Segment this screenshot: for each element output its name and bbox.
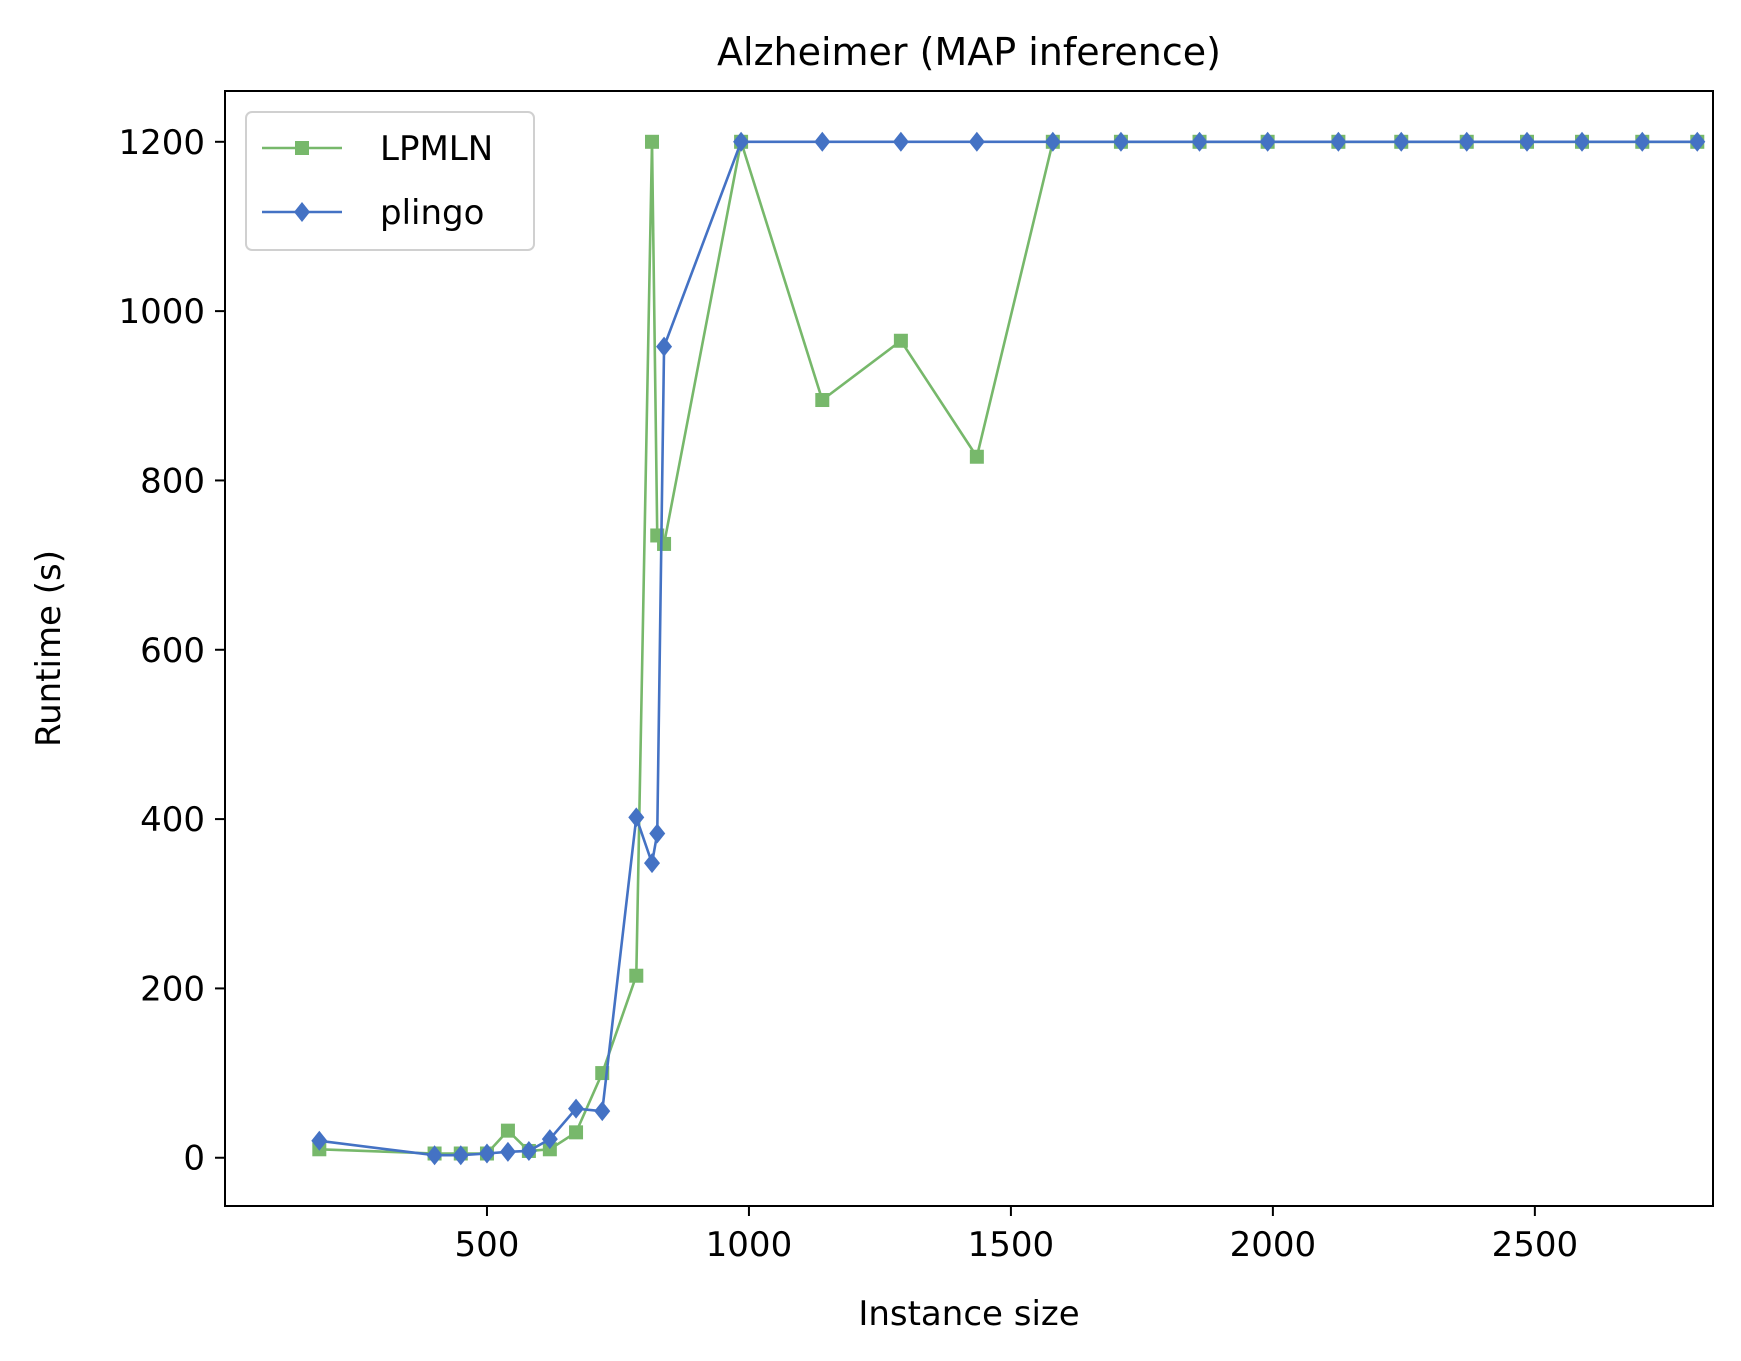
data-point: [814, 131, 831, 152]
data-point: [1330, 131, 1347, 152]
x-tick-label: 2000: [1230, 1225, 1317, 1265]
legend-label: LPMLN: [380, 129, 493, 169]
data-point: [1259, 131, 1276, 152]
legend-marker: [294, 202, 310, 222]
data-point: [628, 807, 645, 828]
data-point: [1112, 131, 1129, 152]
data-point: [500, 1123, 515, 1138]
series-line: [319, 140, 1698, 1157]
data-point: [968, 131, 985, 152]
data-point: [541, 1129, 558, 1150]
data-point: [657, 536, 672, 551]
data-point: [649, 823, 666, 844]
data-point: [594, 1101, 611, 1122]
data-point: [815, 393, 830, 408]
legend-label: plingo: [380, 193, 484, 233]
x-tick-label: 500: [455, 1225, 520, 1265]
y-tick-label: 1200: [118, 123, 205, 163]
data-point: [644, 853, 661, 874]
legend-box: [245, 111, 535, 251]
data-point: [645, 134, 660, 149]
data-point: [520, 1140, 537, 1161]
data-point: [1689, 131, 1706, 152]
data-point: [893, 333, 908, 348]
x-tick-label: 1000: [706, 1225, 793, 1265]
plot-area: 500 1000 1500 2000 2500 0 200 400 600 800 1000 1200: [118, 90, 1714, 1265]
series-plingo: [311, 131, 1706, 1166]
data-point: [311, 1130, 328, 1151]
data-point: [1393, 131, 1410, 152]
y-tick-label: 600: [140, 631, 205, 671]
data-point: [969, 449, 984, 464]
data-point: [1634, 131, 1651, 152]
x-tick-label: 2500: [1492, 1225, 1579, 1265]
data-point: [542, 1142, 557, 1157]
data-point: [478, 1143, 495, 1164]
y-tick-label: 400: [140, 800, 205, 840]
data-point: [568, 1098, 585, 1119]
data-point: [1191, 131, 1208, 152]
data-point: [1044, 131, 1061, 152]
y-tick-label: 1000: [118, 292, 205, 332]
data-point: [569, 1125, 584, 1140]
x-axis-label: Instance size: [858, 1294, 1079, 1334]
data-point: [452, 1145, 469, 1166]
data-point: [1574, 131, 1591, 152]
data-point: [733, 131, 750, 152]
y-tick-label: 200: [140, 969, 205, 1009]
series-lpmln: [312, 134, 1705, 1161]
legend: LPMLN plingo: [245, 111, 535, 251]
y-tick-label: 0: [183, 1139, 205, 1179]
data-point: [892, 131, 909, 152]
data-point: [656, 336, 673, 357]
series-line: [319, 140, 1698, 1155]
data-point: [629, 968, 644, 983]
chart-title: Alzheimer (MAP inference): [717, 30, 1221, 74]
axes-frame: [224, 90, 1714, 1207]
legend-marker: [295, 141, 309, 155]
data-point: [1458, 131, 1475, 152]
x-tick-label: 1500: [968, 1225, 1055, 1265]
data-point: [499, 1141, 516, 1162]
data-point: [1519, 131, 1535, 152]
data-point: [426, 1145, 443, 1166]
y-tick-label: 800: [140, 461, 205, 501]
y-axis-label: Runtime (s): [29, 550, 69, 747]
